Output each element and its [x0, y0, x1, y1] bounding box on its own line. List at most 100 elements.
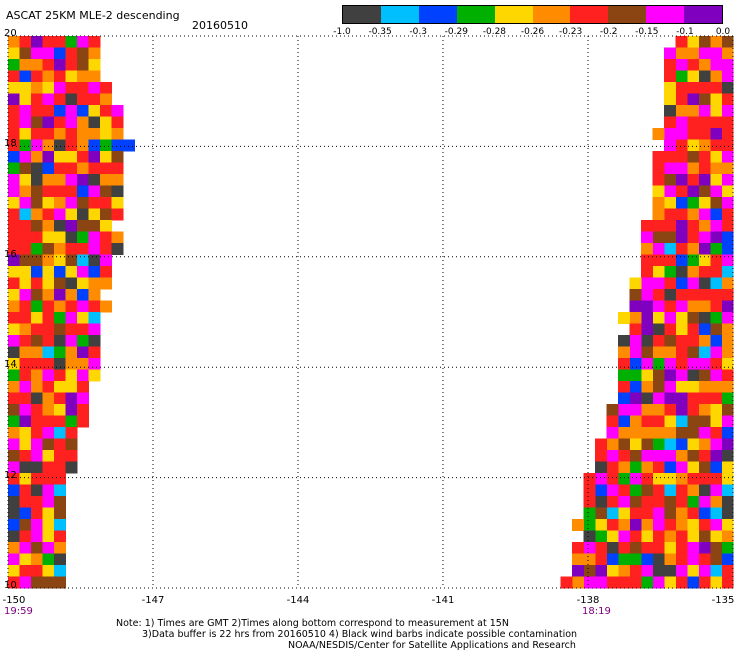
swath-cell: [88, 277, 101, 290]
swath-cell: [675, 47, 688, 60]
time-left: 19:59: [4, 606, 33, 617]
swath-cell: [687, 392, 699, 405]
swath-cell: [77, 369, 89, 382]
swath-cell: [42, 438, 55, 451]
swath-cell: [652, 415, 665, 428]
swath-cell: [54, 346, 66, 359]
swath-cell: [641, 576, 653, 589]
swath-cell: [8, 300, 20, 313]
swath-cell: [675, 139, 688, 152]
swath-cell: [54, 128, 66, 140]
swath-cell: [710, 174, 722, 186]
swath-cell: [618, 381, 630, 393]
swath-cell: [88, 369, 101, 382]
swath-cell: [687, 381, 699, 393]
colorbar-label: -0.26: [520, 27, 545, 37]
swath-cell: [664, 565, 676, 577]
swath-cell: [595, 553, 607, 566]
swath-cell: [652, 565, 665, 577]
swath-cell: [710, 438, 722, 451]
swath-cell: [31, 381, 43, 393]
swath-cell: [31, 243, 43, 255]
swath-cell: [54, 323, 66, 336]
swath-cell: [8, 530, 20, 543]
swath-cell: [31, 70, 43, 83]
swath-cell: [675, 358, 688, 370]
swath-cell: [111, 151, 124, 163]
swath-cell: [8, 277, 20, 290]
swath-cell: [629, 519, 642, 531]
swath-cell: [675, 392, 688, 405]
swath-cell: [721, 243, 734, 255]
swath-cell: [54, 496, 66, 508]
colorbar-swatch: [608, 6, 647, 23]
swath-cell: [19, 197, 32, 209]
swath-cell: [31, 266, 43, 278]
swath-cell: [31, 162, 43, 175]
swath-cell: [595, 484, 607, 497]
swath-cell: [31, 151, 43, 163]
swath-cell: [42, 105, 55, 117]
colorbar-label: -0.29: [444, 27, 468, 37]
swath-cell: [595, 507, 607, 520]
swath-cell: [19, 553, 32, 566]
swath-cell: [606, 427, 619, 439]
swath-cell: [721, 185, 734, 198]
swath-cell: [675, 323, 688, 336]
swath-cell: [618, 576, 630, 589]
swath-cell: [88, 266, 101, 278]
swath-cell: [618, 473, 630, 485]
swath-cell: [687, 197, 699, 209]
swath-cell: [641, 358, 653, 370]
swath-cell: [111, 139, 124, 152]
swath-cell: [595, 530, 607, 543]
swath-cell: [42, 392, 55, 405]
swath-cell: [8, 438, 20, 451]
swath-cell: [111, 116, 124, 129]
swath-cell: [19, 128, 32, 140]
swath-cell: [54, 36, 66, 48]
swath-cell: [54, 473, 66, 485]
swath-cell: [77, 254, 89, 267]
swath-cell: [88, 197, 101, 209]
swath-cell: [31, 300, 43, 313]
swath-cell: [721, 530, 734, 543]
swath-cell: [77, 82, 89, 94]
swath-cell: [710, 208, 722, 221]
swath-cell: [8, 335, 20, 347]
swath-cell: [698, 128, 711, 140]
swath-cell: [42, 82, 55, 94]
swath-cell: [88, 358, 101, 370]
swath-cell: [710, 47, 722, 60]
swath-cell: [698, 59, 711, 71]
x-tick-label: -135: [711, 595, 735, 606]
swath-cell: [664, 519, 676, 531]
swath-cell: [77, 70, 89, 83]
swath-cell: [629, 427, 642, 439]
swath-cell: [19, 461, 32, 474]
swath-cell: [721, 105, 734, 117]
swath-cell: [641, 461, 653, 474]
swath-cell: [629, 484, 642, 497]
swath-cell: [721, 197, 734, 209]
swath-cell: [675, 59, 688, 71]
swath-cell: [54, 530, 66, 543]
swath-cell: [77, 185, 89, 198]
swath-cell: [19, 473, 32, 485]
swath-cell: [664, 289, 676, 301]
swath-cell: [652, 208, 665, 221]
swath-cell: [19, 47, 32, 60]
swath-cell: [583, 484, 596, 497]
swath-cell: [42, 335, 55, 347]
swath-cell: [65, 185, 78, 198]
swath-cell: [19, 369, 32, 382]
swath-cell: [629, 392, 642, 405]
swath-cell: [8, 507, 20, 520]
swath-cell: [8, 312, 20, 324]
swath-cell: [664, 496, 676, 508]
swath-cell: [19, 231, 32, 244]
swath-cell: [8, 369, 20, 382]
swath-cell: [100, 139, 112, 152]
swath-cell: [100, 128, 112, 140]
swath-cell: [77, 47, 89, 60]
